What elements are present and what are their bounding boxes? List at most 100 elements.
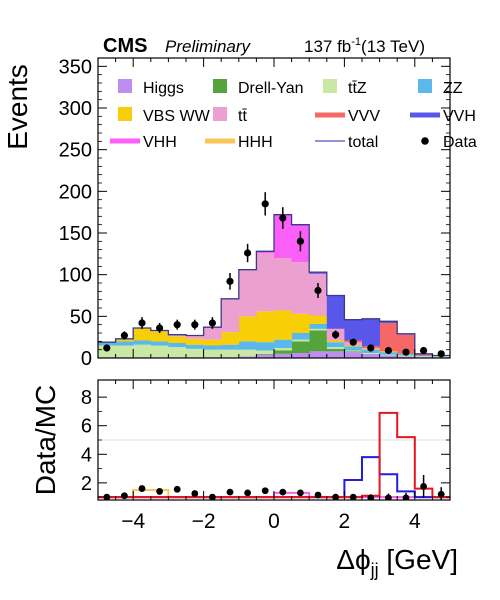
bar-tt-z (309, 328, 328, 331)
bar-tt-z (115, 345, 134, 358)
main-y-tick-label: 250 (59, 140, 92, 162)
legend-label: ZZ (443, 80, 463, 97)
legend-label: Higgs (143, 80, 184, 97)
legend-label: VBS WW (143, 108, 211, 125)
bar-zz (309, 323, 328, 329)
bar-tt (221, 298, 240, 333)
bar-tt-z (150, 345, 169, 358)
data-point (384, 346, 392, 355)
bar-vvh (362, 318, 380, 347)
ratio-point (226, 488, 234, 496)
bar-tt-z (291, 339, 310, 342)
bar-drell-yan (344, 351, 363, 353)
data-point (314, 286, 322, 295)
ratio-point (385, 494, 392, 500)
bar-tt-z (186, 348, 204, 358)
bar-vbs-ww (115, 338, 134, 342)
x-tick-label: −2 (192, 510, 216, 533)
main-y-tick-label: 100 (59, 265, 92, 287)
bar-higgs (256, 354, 275, 358)
bar-zz (115, 341, 134, 346)
bar-tt-z (362, 353, 380, 354)
bar-higgs (397, 356, 416, 358)
legend-label: VVV (348, 108, 380, 125)
bar-vbs-ww (326, 340, 345, 343)
bar-tt-z (414, 356, 433, 358)
ratio-point (191, 490, 199, 497)
legend-item-tt: tt̄ (213, 107, 247, 125)
data-point (173, 321, 181, 329)
main-y-tick-label: 0 (81, 348, 92, 370)
ratio-point (402, 494, 410, 500)
main-y-tick-label: 200 (59, 181, 92, 203)
ratio-point (279, 488, 287, 496)
data-point (296, 237, 304, 245)
bar-tt-z (344, 350, 363, 352)
data-point (279, 214, 287, 222)
bar-tt (274, 258, 292, 311)
bar-higgs (362, 353, 380, 358)
bar-vbs-ww (309, 315, 328, 324)
legend-swatch (213, 79, 227, 93)
bar-zz (274, 339, 292, 348)
bar-zz (186, 344, 204, 349)
legend-item-tt-z: tt̄Z (323, 79, 367, 97)
x-tick-label: 0 (268, 510, 280, 533)
legend-item-drell-yan: Drell-Yan (213, 79, 304, 97)
bar-drell-yan (274, 350, 292, 354)
bar-zz (133, 340, 152, 345)
ratio-point (314, 491, 322, 499)
energy-value: (13 TeV) (361, 37, 425, 56)
bar-zz (203, 345, 222, 350)
ratio-y-tick-label: 2 (81, 473, 92, 495)
bar-tt-z (397, 355, 416, 357)
bar-vbs-ww (344, 345, 363, 347)
ratio-y-tick-label: 8 (81, 387, 92, 409)
ratio-point (138, 485, 146, 492)
legend: Higgs Drell-Yan tt̄Z ZZ VBS WW tt̄ VVV VVH VHH HH… (110, 79, 477, 151)
bar-vvh (379, 321, 398, 323)
data-point (420, 346, 428, 355)
ratio-y-tick-label: 6 (81, 416, 92, 438)
legend-item-vbs-ww: VBS WW (118, 107, 211, 125)
bar-higgs (274, 353, 292, 358)
ratio-content (98, 411, 450, 500)
stacked-histogram (98, 214, 450, 358)
bar-vvh (344, 319, 363, 341)
bar-zz (238, 341, 257, 350)
legend-item-total: total (315, 134, 378, 151)
ratio-point (349, 493, 357, 500)
bar-higgs (379, 355, 398, 358)
bar-tt-z (221, 349, 240, 358)
ratio-point (121, 492, 128, 500)
legend-swatch (118, 107, 132, 121)
bar-zz (291, 333, 310, 340)
data-point (332, 331, 340, 339)
legend-item-hhh: HHH (205, 134, 273, 151)
bar-tt (186, 335, 204, 339)
data-point (244, 249, 252, 257)
bar-tt (291, 262, 310, 314)
bar-tt-z (379, 354, 398, 356)
bar-tt (256, 253, 275, 312)
bar-higgs (291, 353, 310, 358)
bar-tt (203, 327, 222, 340)
bar-higgs (238, 356, 257, 358)
main-panel: 0 50 100 150 200 250 300 350 (59, 56, 451, 370)
lumi-value: 137 fb (304, 37, 351, 56)
legend-item-vhh: VHH (110, 134, 177, 151)
bar-vbs-ww (203, 339, 222, 346)
bar-tt-z (274, 348, 292, 351)
data-point (156, 324, 164, 332)
legend-label: tt̄Z (348, 80, 367, 97)
legend-label: total (348, 134, 378, 151)
x-axis-label: Δϕjj [GeV] (336, 544, 458, 580)
experiment-label: CMS (103, 35, 147, 57)
lumi-label: 137 fb-1(13 TeV) (304, 36, 425, 56)
bar-drell-yan (256, 353, 275, 355)
status-label: Preliminary (165, 37, 252, 56)
bar-zz (221, 344, 240, 350)
lumi-exponent: -1 (351, 36, 361, 48)
legend-label: tt̄ (238, 108, 247, 125)
